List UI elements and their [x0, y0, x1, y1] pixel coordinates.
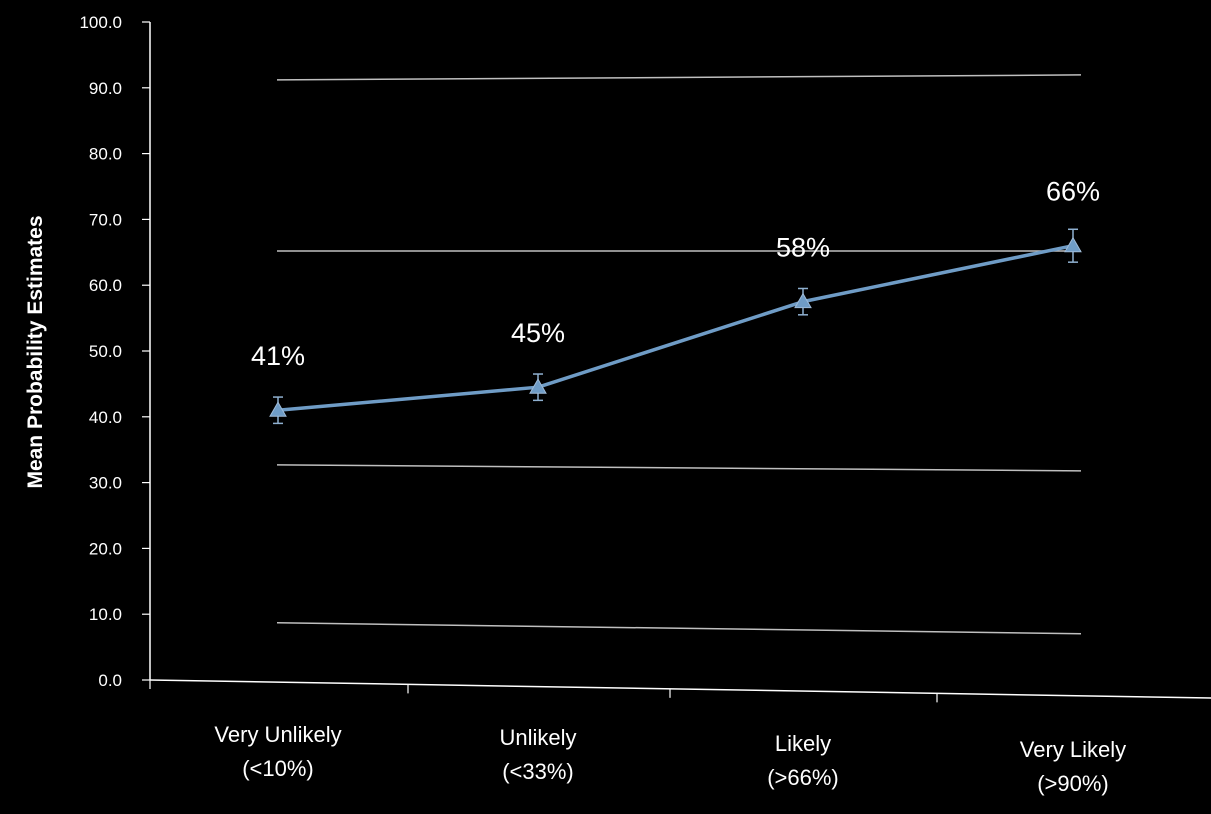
category-label-line: (>90%): [1037, 771, 1109, 796]
category-label-line: Likely: [775, 731, 831, 756]
data-labels: 41% 45% 58% 66%: [251, 177, 1100, 372]
reference-line: [276, 464, 1082, 472]
y-tick-label: 90.0: [89, 79, 122, 98]
series-line: [269, 228, 1082, 425]
x-axis: [149, 679, 1211, 699]
x-tick-marks: [149, 680, 938, 703]
data-label: 41%: [251, 341, 305, 371]
y-tick-label: 10.0: [89, 605, 122, 624]
category-label-line: (>66%): [767, 765, 839, 790]
series-polyline: [277, 244, 1074, 412]
data-label: 66%: [1046, 177, 1100, 207]
category-label-line: (<33%): [502, 759, 574, 784]
category-label-line: (<10%): [242, 756, 314, 781]
y-tick-label: 60.0: [89, 276, 122, 295]
category-labels: Very Unlikely (<10%) Unlikely (<33%) Likely (…: [214, 722, 1126, 796]
data-point-marker: [794, 292, 812, 309]
y-tick-label: 70.0: [89, 210, 122, 229]
category-label-line: Unlikely: [499, 725, 576, 750]
y-tick-label: 50.0: [89, 342, 122, 361]
reference-line: [276, 622, 1082, 635]
category-label-line: Very Likely: [1020, 737, 1126, 762]
data-point-marker: [1064, 236, 1082, 253]
y-tick-label: 30.0: [89, 474, 122, 493]
category-label: Very Unlikely (<10%): [214, 722, 341, 781]
y-tick-labels: 0.0 10.0 20.0 30.0 40.0 50.0 60.0 70.0 80.0 90.0 1…: [79, 13, 150, 690]
data-point-marker: [529, 378, 547, 394]
reference-lines: [276, 74, 1082, 635]
category-label-line: Very Unlikely: [214, 722, 341, 747]
y-tick-label: 100.0: [79, 13, 122, 32]
y-tick-label: 40.0: [89, 408, 122, 427]
y-tick-label: 20.0: [89, 539, 122, 558]
category-label: Likely (>66%): [767, 731, 839, 790]
y-tick-label: 0.0: [98, 671, 122, 690]
x-axis-line: [149, 679, 1211, 699]
data-label: 45%: [511, 318, 565, 348]
y-tick-label: 80.0: [89, 145, 122, 164]
category-label: Unlikely (<33%): [499, 725, 576, 784]
data-point-marker: [269, 401, 287, 417]
y-axis-title: Mean Probability Estimates: [24, 215, 47, 488]
category-label: Very Likely (>90%): [1020, 737, 1126, 796]
data-label: 58%: [776, 233, 830, 263]
reference-line: [276, 74, 1082, 81]
